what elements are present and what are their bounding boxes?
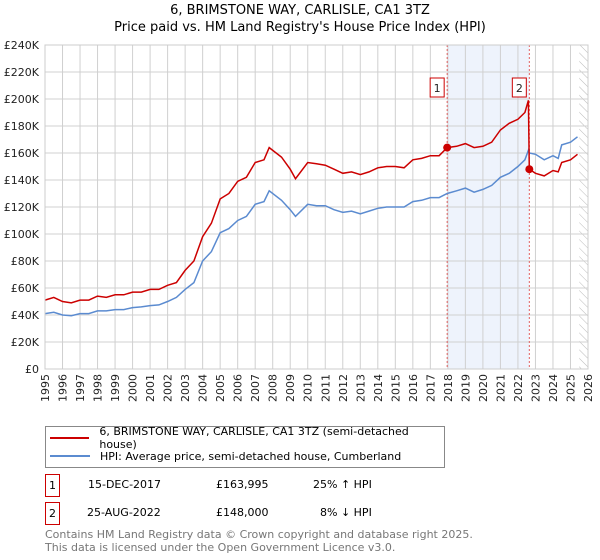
footer-line: This data is licensed under the Open Gov… — [45, 541, 396, 554]
x-tick-label: 1998 — [92, 374, 105, 402]
x-tick-label: 2024 — [547, 374, 560, 402]
x-tick-label: 2001 — [144, 374, 157, 402]
annotation-label: 2 — [516, 82, 523, 95]
y-tick-label: £0 — [25, 363, 39, 376]
x-tick-label: 2004 — [197, 374, 210, 402]
plot-border — [44, 44, 589, 370]
x-tick-label: 2003 — [179, 374, 192, 402]
marker-badge: 1 — [45, 474, 60, 497]
x-tick-label: 1997 — [74, 374, 87, 402]
sale-point — [525, 165, 534, 174]
price-chart: 1995 1996 1997 1998 1999 2000 2001 2002 2003 2004… — [4, 39, 595, 402]
y-tick-label: £220K — [4, 66, 40, 79]
x-tick-label: 2019 — [459, 374, 472, 402]
x-tick-label: 2014 — [372, 374, 385, 402]
transaction-hpi: 25% ↑ HPI — [313, 478, 372, 491]
transaction-price: £163,995 — [216, 478, 269, 491]
legend-hpi: HPI: Average price, semi-detached house,… — [100, 449, 402, 463]
x-tick-label: 2015 — [389, 374, 402, 402]
y-tick-label: £60K — [11, 282, 40, 295]
y-tick-label: £200K — [4, 93, 40, 106]
legend: 6, BRIMSTONE WAY, CARLISLE, CA1 3TZ (sem… — [45, 425, 445, 468]
sale-point — [443, 143, 452, 152]
x-tick-label: 2026 — [582, 374, 595, 402]
x-tick-label: 1995 — [39, 374, 52, 402]
y-tick-label: £140K — [4, 174, 40, 187]
x-tick-label: 1999 — [109, 374, 122, 402]
y-tick-label: £240K — [4, 39, 40, 52]
x-tick-label: 2013 — [354, 374, 367, 402]
x-tick-label: 2021 — [494, 374, 507, 402]
footer: Contains HM Land Registry data © Crown c… — [45, 528, 473, 554]
y-tick-label: £160K — [4, 147, 40, 160]
transaction-price: £148,000 — [216, 506, 269, 519]
annotation-label: 1 — [434, 82, 441, 95]
marker-badge: 2 — [45, 502, 60, 525]
x-tick-label: 2017 — [424, 374, 437, 402]
x-tick-label: 2012 — [337, 374, 350, 402]
legend-red-line — [50, 437, 90, 439]
y-tick-label: £120K — [4, 201, 40, 214]
y-tick-label: £180K — [4, 120, 40, 133]
x-tick-label: 2025 — [564, 374, 577, 402]
x-tick-label: 2022 — [512, 374, 525, 402]
x-tick-label: 2000 — [127, 374, 140, 402]
hpi-line — [44, 136, 578, 317]
x-tick-label: 2011 — [319, 374, 332, 402]
property-price-line — [44, 100, 578, 304]
legend-blue-line — [50, 455, 90, 457]
x-tick-label: 2008 — [267, 374, 280, 402]
legend-property: 6, BRIMSTONE WAY, CARLISLE, CA1 3TZ (sem… — [99, 425, 409, 451]
chart-subtitle: Price paid vs. HM Land Registry's House … — [114, 20, 486, 35]
x-tick-label: 2009 — [284, 374, 297, 402]
x-tick-label: 2023 — [529, 374, 542, 402]
y-tick-label: £40K — [11, 309, 40, 322]
annotation-box — [511, 77, 527, 98]
x-tick-label: 2020 — [477, 374, 490, 402]
x-tick-label: 2002 — [162, 374, 175, 402]
transaction-hpi: 8% ↓ HPI — [320, 506, 372, 519]
y-tick-label: £80K — [11, 255, 40, 268]
y-tick-label: £20K — [11, 336, 40, 349]
footer-line: Contains HM Land Registry data © Crown c… — [45, 528, 473, 541]
x-tick-label: 2010 — [302, 374, 315, 402]
x-tick-label: 2006 — [232, 374, 245, 402]
x-tick-label: 2005 — [214, 374, 227, 402]
annotation-box — [429, 77, 445, 98]
x-tick-label: 1996 — [57, 374, 70, 402]
x-tick-label: 2016 — [407, 374, 420, 402]
transaction-date: 15-DEC-2017 — [88, 478, 162, 491]
transaction-date: 25-AUG-2022 — [87, 506, 161, 519]
y-tick-label: £100K — [4, 228, 40, 241]
x-tick-label: 2007 — [249, 374, 262, 402]
chart-title: 6, BRIMSTONE WAY, CARLISLE, CA1 3TZ — [170, 3, 430, 18]
x-tick-label: 2018 — [442, 374, 455, 402]
